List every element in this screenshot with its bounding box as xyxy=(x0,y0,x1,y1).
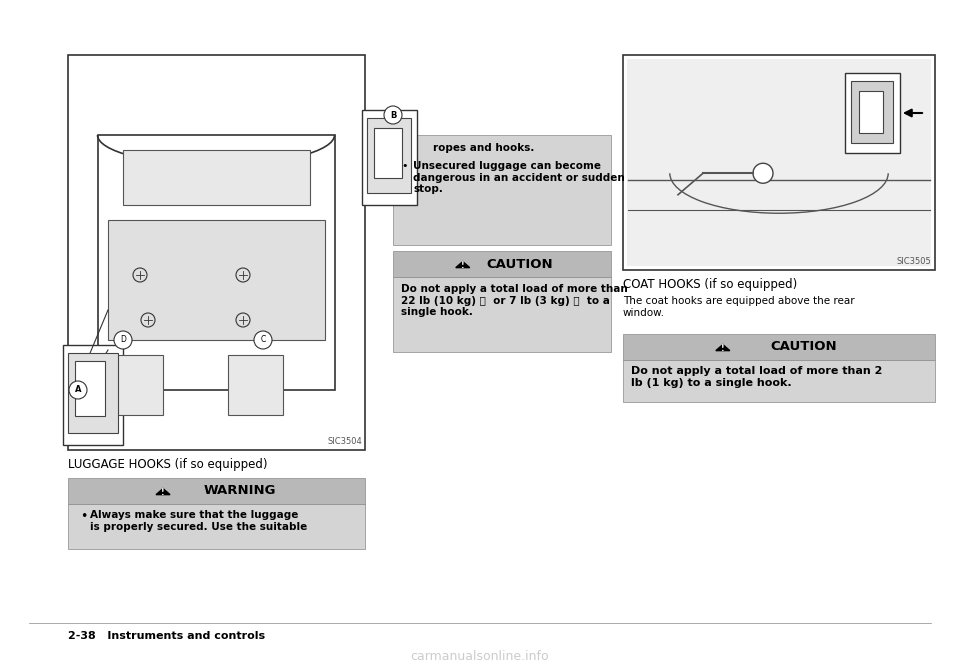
Text: Do not apply a total load of more than 2
lb (1 kg) to a single hook.: Do not apply a total load of more than 2… xyxy=(631,366,882,388)
Text: Unsecured luggage can become
dangerous in an accident or sudden
stop.: Unsecured luggage can become dangerous i… xyxy=(413,161,625,194)
Circle shape xyxy=(384,106,402,124)
Polygon shape xyxy=(456,262,469,268)
Bar xyxy=(68,478,365,504)
Text: WARNING: WARNING xyxy=(204,485,276,497)
Text: SIC3504: SIC3504 xyxy=(327,437,362,446)
Polygon shape xyxy=(716,345,730,351)
Circle shape xyxy=(753,163,773,183)
Text: SIC3505: SIC3505 xyxy=(897,257,931,266)
Text: Do not apply a total load of more than
22 lb (10 kg) Ⓐ  or 7 lb (3 kg) Ⓑ  to a
s: Do not apply a total load of more than 2… xyxy=(401,284,628,317)
Circle shape xyxy=(254,331,272,349)
Text: !: ! xyxy=(161,488,165,497)
Text: A: A xyxy=(75,386,82,394)
Bar xyxy=(68,504,365,549)
Bar xyxy=(374,128,402,178)
Text: •: • xyxy=(401,161,407,171)
Bar xyxy=(108,355,163,415)
Text: C: C xyxy=(260,335,266,345)
Bar xyxy=(393,135,611,245)
Circle shape xyxy=(114,331,132,349)
Text: CAUTION: CAUTION xyxy=(771,341,837,353)
Bar xyxy=(228,355,283,415)
Text: CAUTION: CAUTION xyxy=(486,258,553,270)
Bar xyxy=(845,73,900,153)
Text: •: • xyxy=(80,510,87,523)
Text: LUGGAGE HOOKS (if so equipped): LUGGAGE HOOKS (if so equipped) xyxy=(68,458,268,471)
Bar xyxy=(623,334,935,360)
Text: !: ! xyxy=(721,344,725,353)
Bar xyxy=(859,91,883,133)
Circle shape xyxy=(69,381,87,399)
Bar xyxy=(75,361,105,416)
Text: !: ! xyxy=(461,261,465,270)
Text: The coat hooks are equipped above the rear
window.: The coat hooks are equipped above the re… xyxy=(623,296,854,317)
Bar xyxy=(623,360,935,402)
Bar xyxy=(68,55,365,450)
Bar xyxy=(98,135,335,390)
Bar xyxy=(68,353,118,433)
Bar xyxy=(63,345,123,445)
Bar xyxy=(393,251,611,277)
Text: Always make sure that the luggage
is properly secured. Use the suitable: Always make sure that the luggage is pro… xyxy=(90,510,307,532)
Bar xyxy=(851,81,893,143)
Bar xyxy=(627,59,931,266)
Text: D: D xyxy=(120,335,126,345)
Bar xyxy=(367,118,411,193)
Text: ropes and hooks.: ropes and hooks. xyxy=(433,143,535,153)
Text: COAT HOOKS (if so equipped): COAT HOOKS (if so equipped) xyxy=(623,278,797,291)
Text: carmanualsonline.info: carmanualsonline.info xyxy=(411,650,549,663)
Text: B: B xyxy=(390,110,396,120)
Polygon shape xyxy=(156,489,170,495)
Bar xyxy=(393,277,611,352)
Bar xyxy=(623,55,935,270)
Text: 2-38   Instruments and controls: 2-38 Instruments and controls xyxy=(68,631,265,641)
Bar xyxy=(108,220,325,340)
Bar xyxy=(123,150,310,205)
Bar xyxy=(362,110,417,205)
